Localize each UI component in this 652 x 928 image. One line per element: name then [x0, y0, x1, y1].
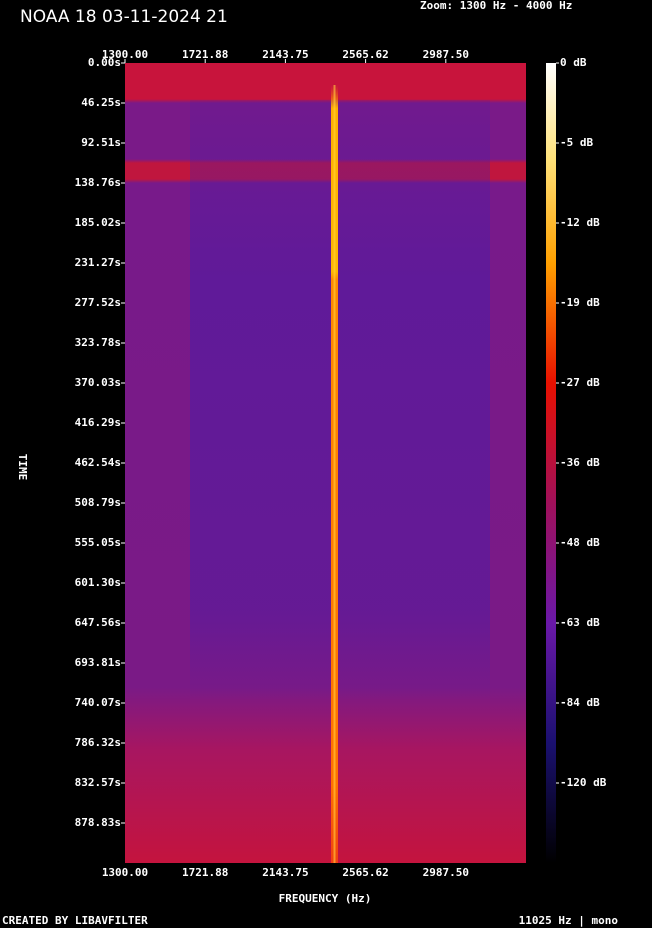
x-tick-label: 2143.75 — [262, 48, 308, 61]
y-tick-label: 647.56s — [75, 616, 121, 629]
y-tick-label: 462.54s — [75, 456, 121, 469]
x-tick-label: 2987.50 — [423, 866, 469, 879]
colorbar — [546, 63, 556, 863]
x-tick-label: 2565.62 — [342, 866, 388, 879]
chart-title: NOAA 18 03-11-2024 21 — [20, 7, 228, 27]
colorbar-tick-label: -19 dB — [560, 296, 600, 309]
colorbar-tick-label: -5 dB — [560, 136, 593, 149]
colorbar-tick-label: -12 dB — [560, 216, 600, 229]
colorbar-tick-label: -36 dB — [560, 456, 600, 469]
y-tick-label: 740.07s — [75, 696, 121, 709]
y-tick-label: 370.03s — [75, 376, 121, 389]
colorbar-tick-label: -48 dB — [560, 536, 600, 549]
y-tick-label: 878.83s — [75, 816, 121, 829]
y-tick-label: 46.25s — [81, 96, 121, 109]
y-tick-label: 508.79s — [75, 496, 121, 509]
y-tick-label: 693.81s — [75, 656, 121, 669]
x-tick-label: 1300.00 — [102, 48, 148, 61]
y-tick-label: 416.29s — [75, 416, 121, 429]
y-tick-label: 0.00s — [88, 56, 121, 69]
y-tick-label: 786.32s — [75, 736, 121, 749]
y-tick-label: 323.78s — [75, 336, 121, 349]
colorbar-tick-label: -84 dB — [560, 696, 600, 709]
footer: 11025 Hz | mono — [519, 914, 619, 927]
y-axis-label: TIME — [16, 454, 29, 481]
x-tick-label: 2987.50 — [423, 48, 469, 61]
footer: CREATED BY LIBAVFILTER — [2, 914, 148, 927]
colorbar-tick-label: 0 dB — [560, 56, 587, 69]
colorbar-tick-label: -120 dB — [560, 776, 607, 789]
x-tick-label: 1721.88 — [182, 866, 228, 879]
x-axis-label: FREQUENCY (Hz) — [279, 892, 372, 905]
y-tick-label: 555.05s — [75, 536, 121, 549]
y-tick-label: 138.76s — [75, 176, 121, 189]
y-tick-label: 92.51s — [81, 136, 121, 149]
y-tick-label: 601.30s — [75, 576, 121, 589]
x-tick-label: 2143.75 — [262, 866, 308, 879]
colorbar-tick-label: -27 dB — [560, 376, 600, 389]
x-tick-label: 2565.62 — [342, 48, 388, 61]
x-tick-label: 1721.88 — [182, 48, 228, 61]
y-tick-label: 277.52s — [75, 296, 121, 309]
spectrogram — [125, 63, 526, 863]
y-tick-label: 185.02s — [75, 216, 121, 229]
colorbar-tick-label: -63 dB — [560, 616, 600, 629]
subtitle: Zoom: 1300 Hz - 4000 Hz — [420, 0, 572, 12]
x-tick-label: 1300.00 — [102, 866, 148, 879]
y-tick-label: 231.27s — [75, 256, 121, 269]
y-tick-label: 832.57s — [75, 776, 121, 789]
